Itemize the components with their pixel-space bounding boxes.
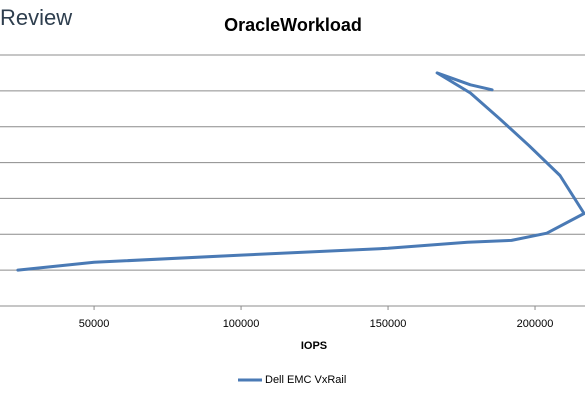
x-axis-title: IOPS	[301, 340, 327, 352]
data-line	[16, 71, 585, 272]
x-tick-label: 150000	[370, 318, 407, 330]
x-tick-label: 50000	[79, 318, 110, 330]
legend-label: Dell EMC VxRail	[265, 374, 346, 386]
watermark: Review	[0, 5, 72, 30]
x-tick-label: 200000	[517, 318, 554, 330]
x-tick-label: 100000	[223, 318, 260, 330]
chart-title: OracleWorkload	[224, 15, 362, 35]
